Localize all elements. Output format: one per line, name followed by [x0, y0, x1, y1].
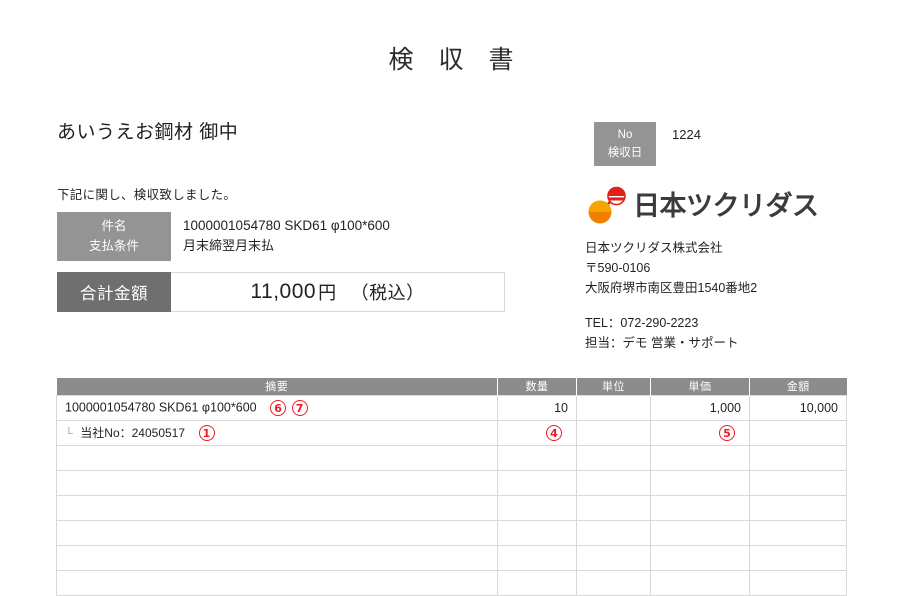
issuer-postal-code: 〒590-0106 — [585, 261, 651, 275]
annotation-marker-4: 4 — [546, 424, 562, 441]
inspection-date-label: 検収日 — [607, 147, 643, 159]
column-header-unit: 単位 — [576, 378, 651, 395]
cell-quantity — [497, 544, 577, 571]
cell-amount — [749, 494, 847, 521]
intro-text: 下記に関し、検収致しました。 — [57, 188, 237, 202]
total-amount-block: 合計金額 11,000 円 （税込） — [57, 272, 505, 312]
issuer-company-name: 日本ツクリダス株式会社 — [585, 241, 723, 255]
cell-description — [56, 444, 498, 471]
cell-unit — [576, 569, 651, 596]
annotation-marker-5: 5 — [719, 424, 735, 441]
item-sub-description: 当社No：24050517 — [80, 425, 186, 440]
total-amount-value: 11,000 円 （税込） — [171, 272, 505, 312]
issuer-address: 大阪府堺市南区豊田1540番地2 — [585, 281, 758, 295]
cell-quantity — [497, 569, 577, 596]
cell-quantity — [497, 519, 577, 546]
cell-amount — [749, 544, 847, 571]
items-table: 摘要 数量 単位 単価 金額 1000001054780 SKD61 φ100*… — [56, 378, 847, 596]
cell-description: └ 当社No：24050517 1 — [56, 419, 498, 446]
subject-label: 件名 — [101, 219, 127, 233]
total-amount-label: 合計金額 — [57, 272, 171, 312]
cell-amount: 10,000 — [749, 394, 847, 421]
annotation-marker-1: 1 — [198, 425, 215, 442]
payment-terms-value: 月末締翌月末払 — [183, 238, 275, 253]
cell-description — [56, 544, 498, 571]
column-header-description: 摘要 — [56, 378, 498, 395]
table-row[interactable] — [56, 569, 847, 596]
total-amount-tax-note: （税込） — [350, 283, 425, 303]
payment-terms-label: 支払条件 — [88, 239, 139, 253]
document-meta-values: 1224 — [656, 122, 746, 162]
table-row[interactable] — [56, 469, 847, 496]
cell-unit-price — [650, 494, 750, 521]
table-row[interactable]: └ 当社No：24050517 1 4 5 — [56, 419, 847, 446]
company-logo: 日本ツクリダス — [584, 186, 819, 226]
annotation-marker-6: 6 — [270, 399, 287, 416]
total-amount-currency: 円 — [318, 283, 337, 303]
cell-unit-price: 5 — [650, 419, 750, 446]
tsukuridasu-logo-icon — [584, 186, 630, 226]
subject-block: 件名 支払条件 1000001054780 SKD61 φ100*600 月末締… — [57, 212, 505, 261]
cell-quantity — [497, 444, 577, 471]
column-header-amount: 金額 — [749, 378, 847, 395]
items-table-header-row: 摘要 数量 単位 単価 金額 — [56, 378, 847, 395]
cell-amount — [749, 444, 847, 471]
cell-amount — [749, 519, 847, 546]
cell-description — [56, 494, 498, 521]
cell-description — [56, 469, 498, 496]
branch-glyph-icon: └ — [65, 427, 73, 440]
cell-quantity — [497, 494, 577, 521]
page-title: 検 収 書 — [388, 46, 523, 74]
issuer-contact-info: TEL：072-290-2223 担当：デモ 営業・サポート — [585, 313, 738, 353]
column-header-quantity: 数量 — [497, 378, 577, 395]
inspection-date-value — [672, 144, 746, 162]
customer-name: あいうえお鋼材 御中 — [57, 122, 239, 143]
table-row[interactable] — [56, 544, 847, 571]
document-meta-labels: No 検収日 — [594, 122, 656, 166]
subject-value: 1000001054780 SKD61 φ100*600 — [183, 218, 390, 233]
cell-unit-price — [650, 544, 750, 571]
cell-unit-price — [650, 444, 750, 471]
cell-amount — [749, 419, 847, 446]
document-meta-block: No 検収日 1224 — [594, 122, 746, 166]
issuer-company-info: 日本ツクリダス株式会社 〒590-0106 大阪府堺市南区豊田1540番地2 — [585, 238, 757, 298]
cell-description — [56, 519, 498, 546]
document-no-value: 1224 — [672, 127, 701, 142]
issuer-contact-person: 担当：デモ 営業・サポート — [585, 336, 739, 350]
cell-unit — [576, 469, 651, 496]
table-row[interactable] — [56, 444, 847, 471]
cell-unit — [576, 544, 651, 571]
cell-unit-price: 1,000 — [650, 394, 750, 421]
cell-quantity: 4 — [497, 419, 577, 446]
subject-labels: 件名 支払条件 — [57, 212, 171, 261]
issuer-tel: TEL：072-290-2223 — [585, 316, 699, 330]
table-row[interactable]: 1000001054780 SKD61 φ100*600 6 7 10 1,00… — [56, 394, 847, 421]
company-logo-text: 日本ツクリダス — [633, 190, 819, 221]
cell-unit — [576, 419, 651, 446]
cell-unit-price — [650, 569, 750, 596]
items-table-body: 1000001054780 SKD61 φ100*600 6 7 10 1,00… — [56, 394, 847, 596]
subject-values: 1000001054780 SKD61 φ100*600 月末締翌月末払 — [171, 212, 505, 261]
cell-unit — [576, 494, 651, 521]
annotation-marker-7: 7 — [291, 399, 308, 416]
document-no-label: No — [617, 129, 633, 141]
cell-description — [56, 569, 498, 596]
cell-unit-price — [650, 469, 750, 496]
cell-unit — [576, 444, 651, 471]
column-header-unit-price: 単価 — [650, 378, 750, 395]
total-amount-number: 11,000 — [250, 280, 317, 303]
item-description: 1000001054780 SKD61 φ100*600 — [65, 399, 257, 414]
cell-amount — [749, 569, 847, 596]
cell-unit — [576, 519, 651, 546]
table-row[interactable] — [56, 519, 847, 546]
table-row[interactable] — [56, 494, 847, 521]
cell-amount — [749, 469, 847, 496]
cell-unit-price — [650, 519, 750, 546]
cell-quantity — [497, 469, 577, 496]
cell-quantity: 10 — [497, 394, 577, 421]
cell-unit — [576, 394, 651, 421]
cell-description: 1000001054780 SKD61 φ100*600 6 7 — [56, 394, 498, 421]
